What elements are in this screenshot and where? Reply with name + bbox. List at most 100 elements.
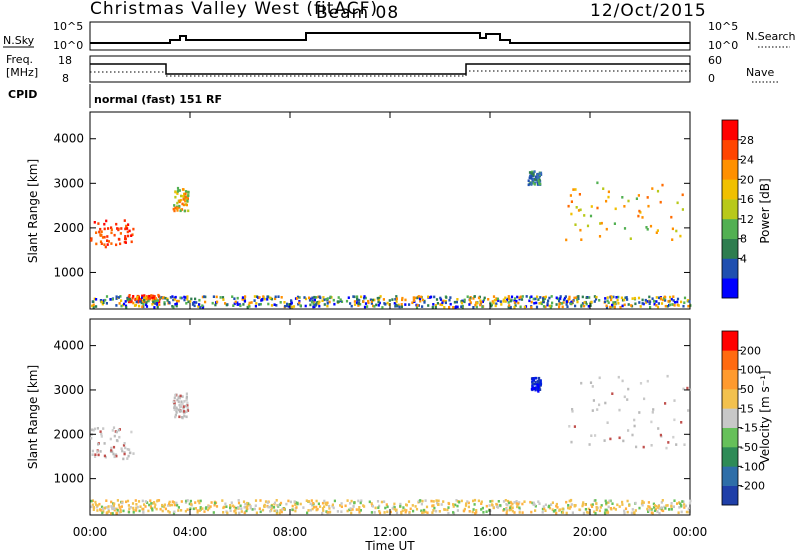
power-echo-mark — [155, 303, 159, 306]
power-echo-mark — [492, 295, 496, 298]
velocity-echo-mark — [385, 503, 388, 506]
velocity-echo-mark — [229, 506, 232, 510]
velocity-echo-mark — [628, 504, 631, 507]
velocity-echo-mark — [326, 501, 329, 505]
x-tick-label: 20:00 — [573, 525, 608, 539]
power-echo-mark — [266, 298, 269, 301]
power-echo-mark — [612, 301, 615, 304]
power-echo-mark — [115, 222, 118, 226]
velocity-echo-mark — [604, 499, 607, 503]
power-echo-mark — [143, 300, 146, 304]
power-echo-mark — [577, 209, 581, 212]
power-echo-mark — [623, 298, 626, 302]
power-echo-mark — [102, 299, 105, 302]
velocity-echo-mark — [346, 499, 349, 502]
velocity-echo-mark — [90, 437, 93, 440]
velocity-echo-mark — [598, 509, 601, 513]
power-echo-mark — [544, 295, 547, 299]
velocity-echo-mark — [591, 385, 594, 388]
velocity-echo-mark — [618, 505, 621, 508]
power-colorbar-tick-label: 16 — [740, 193, 754, 206]
velocity-echo-mark — [118, 511, 121, 514]
power-echo-mark — [538, 182, 541, 185]
power-echo-mark — [575, 206, 578, 209]
velocity-echo-mark — [529, 500, 532, 504]
velocity-echo-mark — [643, 397, 646, 401]
velocity-echo-mark — [226, 511, 229, 515]
power-echo-mark — [623, 205, 626, 208]
power-echo-mark — [326, 304, 329, 308]
velocity-echo-mark — [132, 511, 135, 514]
power-echo-mark — [606, 296, 609, 299]
velocity-echo-mark — [533, 387, 536, 390]
velocity-echo-mark — [452, 503, 455, 506]
velocity-echo-mark — [647, 505, 650, 508]
power-echo-mark — [359, 302, 362, 306]
power-echo-mark — [103, 227, 106, 231]
velocity-echo-mark — [456, 509, 459, 512]
velocity-echo-mark — [656, 506, 660, 509]
x-tick-label: 16:00 — [473, 525, 508, 539]
power-echo-mark — [664, 304, 667, 308]
power-echo-mark — [184, 192, 187, 196]
power-echo-mark — [576, 300, 579, 304]
power-echo-mark — [189, 300, 192, 303]
power-echo-mark — [353, 303, 357, 306]
power-echo-mark — [606, 299, 609, 303]
velocity-echo-mark — [393, 506, 396, 509]
power-echo-mark — [624, 296, 627, 300]
date-label: 12/Oct/2015 — [590, 1, 707, 21]
velocity-echo-mark — [621, 500, 624, 504]
power-echo-mark — [127, 295, 130, 299]
power-echo-mark — [427, 304, 430, 307]
velocity-echo-mark — [118, 435, 121, 439]
power-echo-mark — [395, 297, 398, 300]
power-echo-mark — [653, 302, 656, 306]
velocity-echo-mark — [571, 511, 574, 514]
power-echo-mark — [546, 303, 549, 307]
power-echo-mark — [468, 298, 471, 302]
power-echo-mark — [275, 304, 278, 307]
power-echo-mark — [508, 304, 511, 307]
velocity-echo-mark — [592, 399, 595, 402]
velocity-echo-mark — [359, 501, 362, 505]
velocity-echo-mark — [581, 504, 584, 508]
velocity-echo-mark — [687, 409, 690, 412]
power-echo-mark — [357, 302, 360, 306]
power-echo-mark — [561, 305, 564, 309]
power-echo-mark — [476, 302, 479, 305]
velocity-echo-mark — [391, 507, 394, 510]
velocity-echo-mark — [452, 511, 455, 514]
velocity-echo-mark — [151, 507, 154, 510]
power-echo-mark — [124, 237, 127, 240]
velocity-echo-mark — [552, 510, 555, 513]
velocity-echo-mark — [359, 509, 362, 512]
velocity-echo-mark — [173, 402, 176, 405]
velocity-ytick-label: 2000 — [53, 427, 84, 441]
velocity-echo-mark — [393, 502, 396, 506]
power-echo-mark — [534, 178, 537, 181]
power-echo-mark — [641, 298, 644, 302]
power-echo-mark — [479, 303, 482, 307]
velocity-echo-mark — [142, 507, 145, 511]
velocity-echo-mark — [670, 508, 673, 511]
velocity-echo-mark — [401, 509, 404, 512]
velocity-echo-mark — [590, 434, 593, 437]
velocity-echo-mark — [258, 507, 261, 510]
velocity-echo-mark — [485, 510, 488, 513]
velocity-echo-mark — [161, 509, 164, 513]
velocity-echo-mark — [399, 504, 402, 508]
velocity-echo-mark — [589, 381, 593, 384]
velocity-echo-mark — [400, 511, 403, 515]
velocity-echo-mark — [173, 404, 176, 407]
velocity-echo-mark — [430, 499, 433, 503]
power-echo-mark — [417, 295, 420, 298]
velocity-echo-mark — [110, 512, 113, 515]
velocity-echo-mark — [112, 426, 116, 429]
velocity-echo-mark — [504, 499, 507, 502]
velocity-colorbar-tick-label: -15 — [740, 422, 758, 435]
velocity-echo-mark — [419, 499, 422, 502]
power-echo-mark — [607, 195, 610, 199]
power-echo-mark — [579, 228, 582, 232]
velocity-echo-mark — [535, 376, 538, 380]
